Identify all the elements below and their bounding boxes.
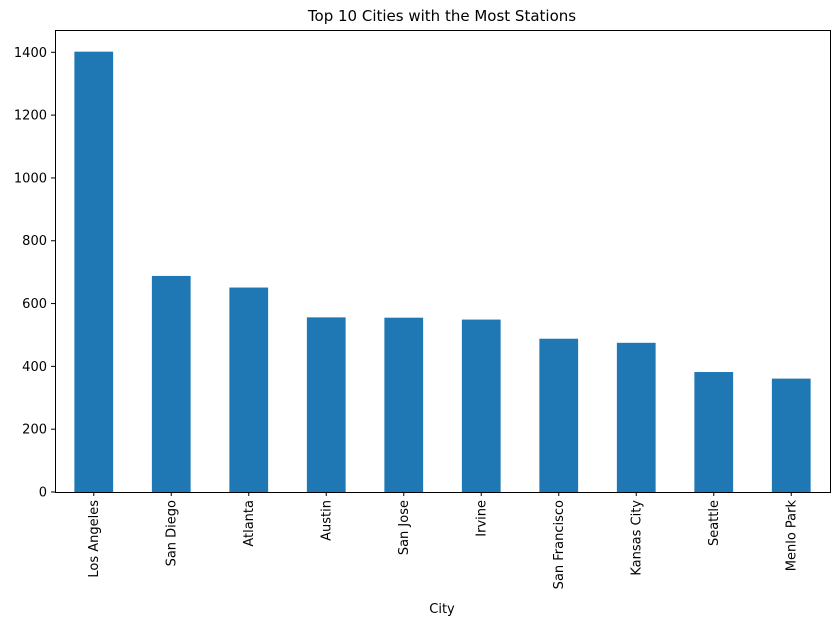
- bar-menlo-park: [771, 378, 811, 492]
- bar-los-angeles: [74, 51, 114, 493]
- x-axis: Los Angeles San Diego Atlanta Austin San Jos…: [87, 492, 799, 589]
- bar-san-diego: [151, 275, 191, 492]
- x-axis-label: City: [429, 602, 455, 617]
- plot-frame: [55, 30, 831, 493]
- x-tick-label: San Jose: [397, 500, 412, 555]
- y-tick-label: 400: [22, 360, 47, 375]
- y-axis: 0 200 400 600 800 1000 1200 1400: [14, 46, 55, 501]
- bar-atlanta: [229, 287, 269, 492]
- bar-san-jose: [384, 317, 424, 492]
- bars-group: [74, 51, 811, 493]
- y-tick-label: 800: [22, 234, 47, 249]
- bar-irvine: [461, 319, 501, 492]
- chart-title: Top 10 Cities with the Most Stations: [307, 7, 576, 25]
- bar-seattle: [694, 372, 734, 492]
- y-tick-label: 1400: [14, 46, 47, 61]
- y-tick-label: 200: [22, 423, 47, 438]
- x-tick-label: Seattle: [707, 500, 722, 546]
- bar-kansas-city: [616, 342, 656, 492]
- x-tick-label: San Francisco: [552, 500, 567, 589]
- x-tick-label: Irvine: [474, 500, 489, 537]
- x-tick-label: Kansas City: [629, 500, 644, 576]
- y-tick-label: 600: [22, 297, 47, 312]
- y-tick-label: 1200: [14, 109, 47, 124]
- x-tick-label: San Diego: [164, 500, 179, 566]
- y-tick-label: 0: [39, 486, 47, 501]
- y-tick-label: 1000: [14, 171, 47, 186]
- x-tick-label: Austin: [319, 500, 334, 541]
- x-tick-label: Menlo Park: [784, 500, 799, 572]
- bar-san-francisco: [539, 338, 579, 492]
- bar-austin: [306, 317, 346, 492]
- x-tick-label: Los Angeles: [87, 500, 102, 578]
- x-tick-label: Atlanta: [242, 500, 257, 547]
